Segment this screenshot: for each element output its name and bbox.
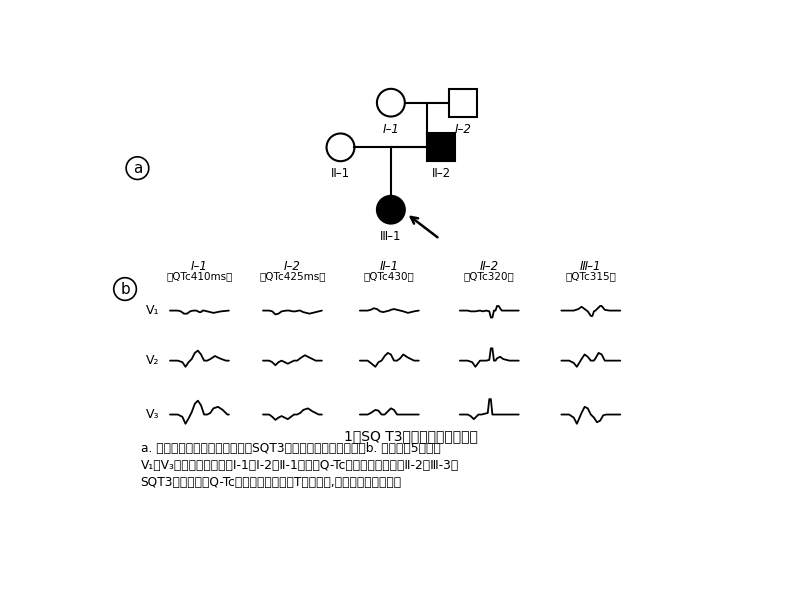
- Text: Ⅱ–1: Ⅱ–1: [331, 167, 350, 180]
- Text: I–1: I–1: [383, 123, 399, 136]
- Text: Ⅲ–1: Ⅲ–1: [380, 230, 402, 243]
- Text: Ⅱ–1: Ⅱ–1: [380, 260, 399, 273]
- Text: （QTc410ms）: （QTc410ms）: [166, 271, 233, 282]
- Text: Ⅱ–2: Ⅱ–2: [480, 260, 499, 273]
- Text: 1例SQ T3型家系调查和心电图: 1例SQ T3型家系调查和心电图: [344, 429, 478, 443]
- Text: V₁～V₃导联心电图，其中Ⅰ-1、Ⅰ-2、Ⅱ-1心电图Q-Tc间期在正常范围，Ⅱ-2和Ⅲ-3为: V₁～V₃导联心电图，其中Ⅰ-1、Ⅰ-2、Ⅱ-1心电图Q-Tc间期在正常范围，Ⅱ…: [140, 458, 459, 471]
- Text: （QTc425ms）: （QTc425ms）: [259, 271, 326, 282]
- Text: a. 为家系调查，黑色图案者患有SQT3型，箇头所指为先证者；b. 为该家礷5名成员: a. 为家系调查，黑色图案者患有SQT3型，箇头所指为先证者；b. 为该家礷5名…: [140, 441, 440, 455]
- Bar: [449, 89, 477, 117]
- Text: SQT3型心电图，Q-Tc间期缩短，且可见T波不对称,前支缓慢，后支快速: SQT3型心电图，Q-Tc间期缩短，且可见T波不对称,前支缓慢，后支快速: [140, 476, 402, 489]
- Circle shape: [377, 196, 405, 223]
- Text: b: b: [120, 282, 130, 297]
- Text: （QTc430）: （QTc430）: [364, 271, 415, 282]
- Text: Ⅱ–2: Ⅱ–2: [431, 167, 451, 180]
- Text: （QTc315）: （QTc315）: [565, 271, 616, 282]
- Bar: [427, 134, 456, 161]
- Text: V₂: V₂: [146, 354, 160, 367]
- Text: a: a: [133, 161, 142, 176]
- Text: V₃: V₃: [146, 408, 160, 421]
- Text: I–1: I–1: [191, 260, 208, 273]
- Text: I–2: I–2: [455, 123, 472, 136]
- Text: （QTc320）: （QTc320）: [464, 271, 515, 282]
- Text: Ⅲ–1: Ⅲ–1: [580, 260, 602, 273]
- Text: I–2: I–2: [284, 260, 301, 273]
- Text: V₁: V₁: [146, 304, 160, 317]
